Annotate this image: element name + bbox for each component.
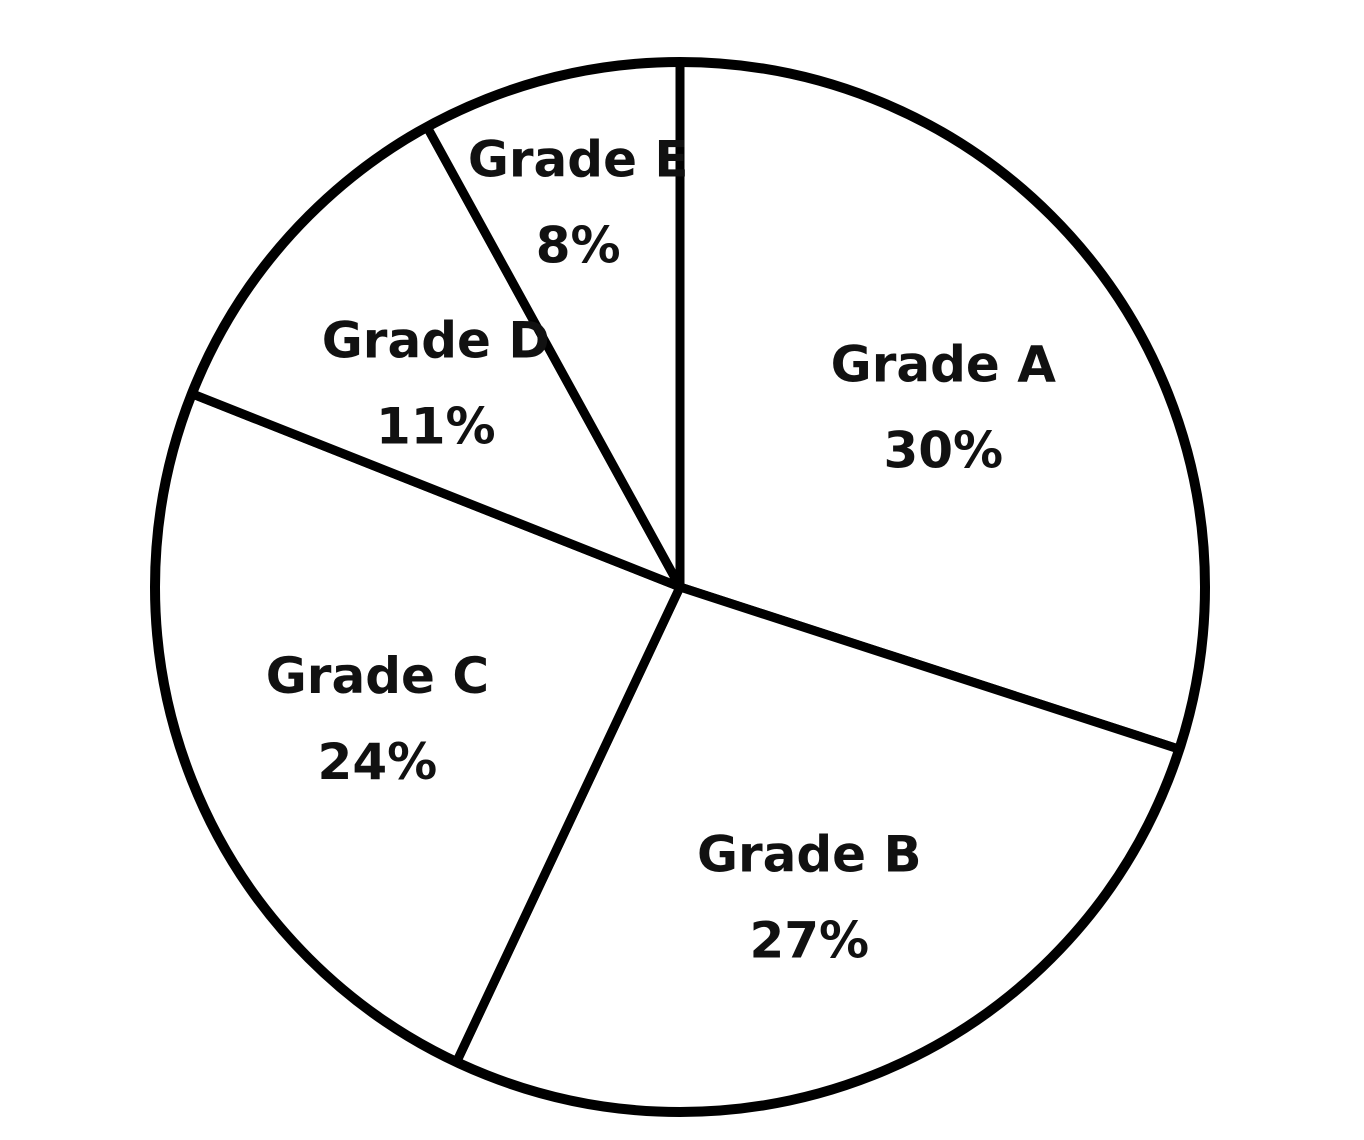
pie-value-grade-b: 27% — [749, 912, 869, 970]
pie-labels: Grade A 30% Grade B 27% Grade C 24% Grade D 11%… — [266, 130, 1056, 969]
pie-label-grade-d: Grade D — [322, 312, 550, 370]
pie-value-grade-a: 30% — [883, 422, 1003, 480]
pie-outline — [150, 57, 1210, 1117]
pie-label-grade-e: Grade E — [468, 130, 689, 188]
pie-label-grade-b: Grade B — [697, 826, 922, 884]
pie-label-grade-a: Grade A — [831, 336, 1057, 394]
pie-label-grade-c: Grade C — [266, 647, 489, 705]
pie-value-grade-c: 24% — [318, 733, 438, 791]
pie-value-grade-e: 8% — [536, 216, 621, 274]
pie-value-grade-d: 11% — [376, 398, 496, 456]
pie-slices — [150, 57, 1210, 1117]
